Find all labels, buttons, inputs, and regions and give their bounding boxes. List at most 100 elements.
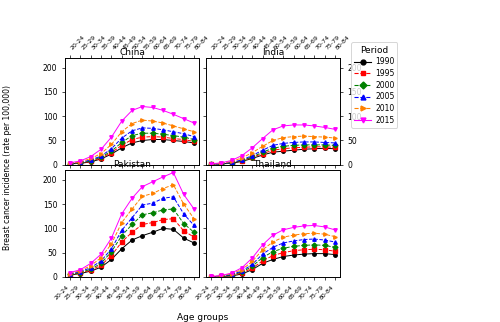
2000 bbox=[280, 246, 286, 250]
2000 bbox=[191, 230, 197, 234]
2005 bbox=[160, 196, 166, 200]
2005 bbox=[119, 228, 125, 232]
2005 bbox=[239, 269, 245, 273]
2015 bbox=[239, 266, 245, 270]
1995 bbox=[98, 156, 104, 160]
2015 bbox=[160, 109, 166, 112]
2005 bbox=[280, 141, 286, 145]
1990 bbox=[98, 157, 104, 161]
1995 bbox=[170, 217, 176, 221]
1990 bbox=[332, 147, 338, 151]
2005 bbox=[78, 270, 84, 273]
2010 bbox=[301, 232, 307, 236]
1995 bbox=[180, 137, 186, 141]
1995 bbox=[228, 273, 234, 277]
2005 bbox=[88, 158, 94, 162]
1990 bbox=[150, 230, 156, 234]
1995 bbox=[208, 162, 214, 166]
2000 bbox=[270, 146, 276, 150]
2010 bbox=[228, 159, 234, 163]
2015 bbox=[119, 212, 125, 216]
Line: 2005: 2005 bbox=[68, 195, 196, 276]
1995 bbox=[280, 147, 286, 151]
1995 bbox=[160, 218, 166, 222]
2010 bbox=[280, 136, 286, 139]
1995 bbox=[170, 137, 176, 140]
1995 bbox=[311, 247, 317, 251]
1990 bbox=[119, 247, 125, 251]
2015 bbox=[260, 137, 266, 140]
2015 bbox=[180, 193, 186, 196]
1990 bbox=[108, 152, 114, 156]
2000 bbox=[290, 244, 296, 248]
2005 bbox=[250, 154, 256, 157]
2005 bbox=[170, 195, 176, 199]
2015 bbox=[67, 270, 73, 274]
Title: Thailand: Thailand bbox=[254, 160, 292, 169]
2000 bbox=[332, 245, 338, 249]
2015 bbox=[250, 256, 256, 260]
2015 bbox=[270, 128, 276, 132]
2015 bbox=[228, 271, 234, 275]
1995 bbox=[280, 251, 286, 255]
2000 bbox=[270, 250, 276, 254]
2000 bbox=[250, 155, 256, 159]
Line: 2000: 2000 bbox=[210, 243, 336, 279]
2015 bbox=[129, 109, 135, 112]
1995 bbox=[98, 263, 104, 267]
Text: Age groups: Age groups bbox=[177, 313, 228, 322]
1995 bbox=[332, 249, 338, 253]
2005 bbox=[311, 140, 317, 144]
2010 bbox=[98, 152, 104, 156]
2015 bbox=[332, 228, 338, 232]
2015 bbox=[322, 126, 328, 129]
2000 bbox=[78, 161, 84, 165]
2005 bbox=[98, 259, 104, 263]
1990 bbox=[239, 272, 245, 276]
2000 bbox=[250, 264, 256, 268]
2010 bbox=[208, 274, 214, 278]
2015 bbox=[290, 225, 296, 229]
2005 bbox=[191, 223, 197, 227]
2005 bbox=[140, 203, 145, 207]
2015 bbox=[290, 123, 296, 127]
2010 bbox=[332, 136, 338, 140]
2000 bbox=[322, 143, 328, 147]
1990 bbox=[88, 160, 94, 164]
2000 bbox=[119, 140, 125, 144]
1995 bbox=[250, 266, 256, 270]
2000 bbox=[170, 207, 176, 211]
2015 bbox=[67, 161, 73, 165]
2015 bbox=[78, 268, 84, 271]
Line: 1990: 1990 bbox=[68, 138, 196, 166]
2000 bbox=[160, 132, 166, 136]
2005 bbox=[280, 241, 286, 245]
Line: 1995: 1995 bbox=[210, 248, 336, 279]
1995 bbox=[160, 135, 166, 139]
1990 bbox=[260, 153, 266, 157]
2000 bbox=[239, 158, 245, 162]
1995 bbox=[290, 249, 296, 253]
1990 bbox=[208, 275, 214, 279]
1995 bbox=[191, 139, 197, 143]
2000 bbox=[311, 243, 317, 247]
Line: 2005: 2005 bbox=[210, 237, 336, 279]
2010 bbox=[208, 162, 214, 166]
2015 bbox=[322, 225, 328, 229]
1990 bbox=[108, 258, 114, 261]
2010 bbox=[88, 156, 94, 160]
2015 bbox=[311, 124, 317, 128]
2015 bbox=[270, 233, 276, 237]
1995 bbox=[250, 156, 256, 159]
1995 bbox=[78, 271, 84, 275]
2000 bbox=[180, 222, 186, 225]
2010 bbox=[250, 260, 256, 263]
2010 bbox=[301, 134, 307, 138]
2015 bbox=[228, 158, 234, 162]
2000 bbox=[108, 149, 114, 153]
2005 bbox=[301, 140, 307, 144]
2015 bbox=[119, 119, 125, 123]
Line: 1995: 1995 bbox=[68, 135, 196, 166]
2005 bbox=[322, 238, 328, 242]
1990 bbox=[250, 268, 256, 271]
